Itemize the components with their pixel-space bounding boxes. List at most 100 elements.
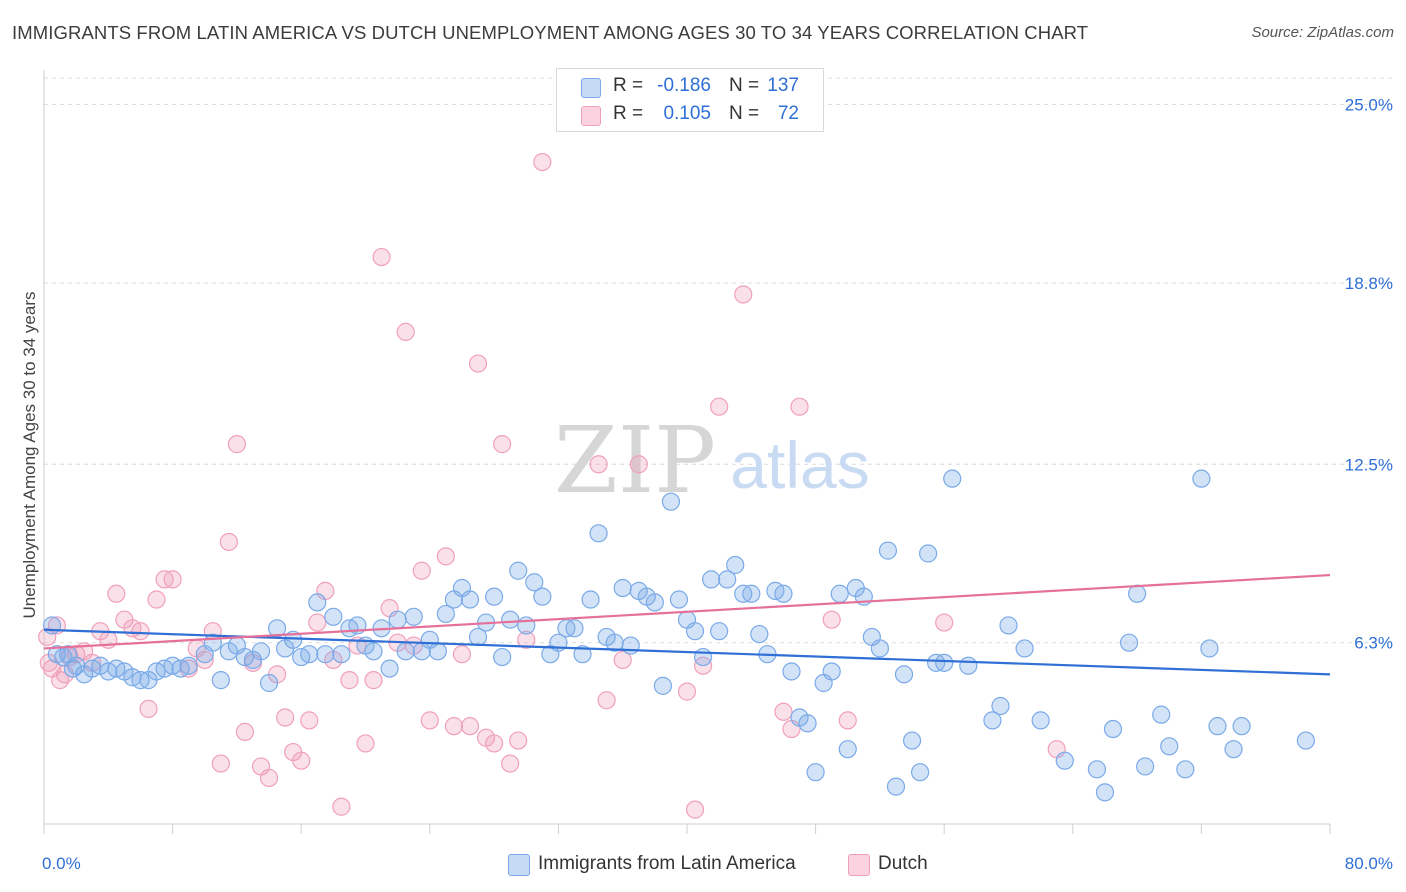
- latin-america-point: [251, 642, 271, 661]
- dutch-point: [235, 722, 255, 742]
- latin-america-point: [693, 647, 713, 667]
- latin-america-point: [1087, 760, 1107, 779]
- dutch-point: [517, 630, 536, 649]
- latin-america-point: [886, 777, 906, 796]
- latin-america-point: [983, 711, 1002, 730]
- dutch-point: [677, 682, 697, 701]
- dutch-point: [227, 435, 246, 454]
- dutch-point: [710, 397, 729, 416]
- dutch-point: [774, 702, 793, 721]
- dutch-point: [292, 751, 311, 770]
- legend-row-pink: R = 0.105 N = 72: [557, 101, 823, 129]
- latin-america-point: [42, 616, 62, 635]
- dutch-point: [468, 354, 488, 373]
- latin-america-point: [364, 642, 383, 661]
- latin-america-point: [509, 561, 528, 580]
- latin-america-point: [1136, 757, 1155, 776]
- latin-america-point: [436, 604, 455, 624]
- dutch-point: [509, 731, 528, 750]
- dutch-points: [38, 152, 1066, 819]
- latin-america-point: [1031, 711, 1050, 730]
- x-tick-label-max: 80.0%: [1345, 854, 1393, 873]
- latin-america-point: [1152, 705, 1171, 724]
- n-value: 137: [767, 75, 799, 96]
- dutch-point: [685, 800, 705, 819]
- dutch-point: [332, 797, 351, 816]
- latin-america-point: [1119, 633, 1139, 652]
- latin-america-point: [1095, 783, 1115, 802]
- latin-america-point: [1232, 717, 1251, 736]
- y-tick-label: 12.5%: [1345, 455, 1393, 474]
- dutch-point: [935, 613, 954, 632]
- dutch-point: [139, 699, 158, 718]
- latin-america-point: [919, 544, 938, 563]
- tick-labels: 6.3% 12.5% 18.8% 25.0% 0.0% 80.0%: [42, 96, 1393, 873]
- latin-america-point: [870, 639, 890, 658]
- y-tick-label: 25.0%: [1345, 96, 1393, 115]
- blue-swatch: [508, 854, 530, 876]
- latin-america-point: [798, 714, 817, 733]
- latin-america-point: [742, 584, 761, 603]
- chart-title: IMMIGRANTS FROM LATIN AMERICA VS DUTCH U…: [12, 22, 1089, 43]
- latin-america-point: [669, 590, 689, 609]
- n-label: N =: [729, 103, 760, 124]
- latin-america-point: [782, 662, 801, 681]
- r-value: -0.186: [657, 75, 711, 96]
- watermark-zip: ZIP: [554, 407, 716, 514]
- dutch-point: [734, 285, 753, 304]
- dutch-point: [195, 650, 214, 670]
- latin-america-point: [878, 541, 898, 560]
- correlation-legend: R = -0.186 N = 137 R = 0.105 N = 72: [556, 68, 824, 132]
- latin-america-point: [1015, 639, 1034, 658]
- dutch-point: [300, 711, 319, 730]
- n-label: N =: [729, 75, 760, 96]
- latin-america-point: [653, 676, 672, 695]
- latin-america-point: [1200, 639, 1219, 658]
- dutch-point: [533, 152, 552, 172]
- latin-america-point: [645, 593, 664, 612]
- latin-america-point: [943, 469, 962, 488]
- latin-america-point: [316, 645, 335, 664]
- dutch-point: [597, 691, 616, 710]
- dutch-point: [364, 671, 383, 690]
- latin-america-point: [902, 731, 922, 750]
- latin-america-points: [42, 469, 1315, 802]
- dutch-point: [501, 754, 520, 773]
- latin-america-point: [517, 616, 536, 635]
- latin-america-point: [404, 607, 423, 626]
- x-tick-label-min: 0.0%: [42, 854, 81, 873]
- dutch-point: [436, 547, 455, 566]
- latin-america-point: [1127, 584, 1147, 603]
- latin-america-point: [838, 740, 857, 759]
- latin-america-point: [1160, 737, 1179, 756]
- dutch-point: [219, 532, 238, 552]
- latin-america-point: [621, 636, 640, 655]
- latin-america-point: [613, 578, 632, 598]
- latin-america-point: [493, 647, 512, 667]
- latin-america-point: [702, 570, 721, 589]
- r-label: R =: [613, 103, 644, 124]
- pink-swatch: [848, 854, 870, 876]
- dutch-point: [396, 322, 415, 341]
- latin-america-point: [822, 662, 841, 681]
- latin-america-point: [726, 555, 745, 575]
- dutch-point: [493, 435, 512, 454]
- dutch-point: [420, 711, 439, 730]
- r-value: 0.105: [663, 103, 711, 124]
- trend-lines: [43, 573, 1331, 676]
- latin-america-point: [211, 671, 230, 690]
- source-label: Source: ZipAtlas.com: [1251, 24, 1394, 41]
- latin-america-point: [380, 659, 399, 678]
- latin-america-point: [573, 645, 592, 664]
- latin-america-point: [300, 645, 319, 664]
- pink-swatch: [581, 106, 601, 126]
- series-legend: Immigrants from Latin America Dutch: [0, 852, 1406, 878]
- dutch-point: [147, 590, 166, 609]
- latin-america-point: [910, 763, 930, 782]
- dutch-trend-line: [43, 573, 1331, 650]
- dutch-point: [444, 717, 464, 736]
- latin-america-point: [63, 659, 83, 678]
- latin-america-point: [388, 610, 407, 629]
- y-tick-label: 18.8%: [1345, 274, 1393, 293]
